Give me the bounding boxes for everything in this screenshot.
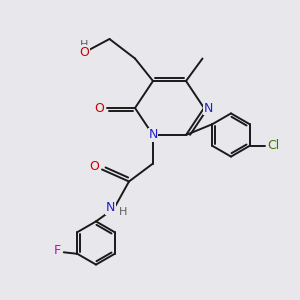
Text: O: O: [94, 101, 104, 115]
Text: H: H: [119, 207, 127, 217]
Text: N: N: [204, 101, 213, 115]
Text: O: O: [80, 46, 89, 59]
Text: N: N: [148, 128, 158, 142]
Text: H: H: [80, 40, 88, 50]
Text: Cl: Cl: [267, 139, 279, 152]
Text: F: F: [54, 244, 61, 257]
Text: O: O: [90, 160, 99, 173]
Text: N: N: [106, 201, 115, 214]
